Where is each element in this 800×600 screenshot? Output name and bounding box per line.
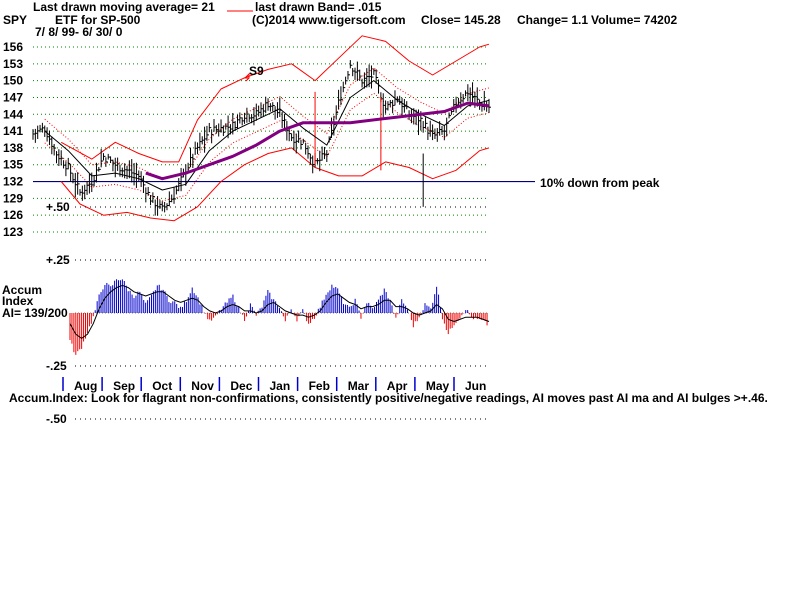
change-value: Change= 1.1 xyxy=(517,13,588,27)
price-axis-ticks: 156 153 150 147 144 141 138 135 132 129 126 123 xyxy=(3,40,23,239)
footnote: Accum.Index: Look for flagrant non-confi… xyxy=(9,391,768,405)
sell-signal-arrow-icon xyxy=(243,72,250,82)
price-tick-label: 147 xyxy=(3,90,23,104)
inner-upper-band xyxy=(44,67,490,180)
month-axis: Aug Sep Oct Nov Dec Jan Feb Mar Apr May Jun xyxy=(62,377,486,393)
ticker-symbol: SPY xyxy=(3,13,27,27)
accum-tick-label: +.50 xyxy=(46,200,70,214)
price-tick-label: 156 xyxy=(3,40,23,54)
month-label: Jun xyxy=(465,379,486,393)
accum-tick-label: +.25 xyxy=(46,253,70,267)
month-label: May xyxy=(426,379,450,393)
ma-long-line xyxy=(145,101,490,181)
accum-tick-label: -.25 xyxy=(46,359,67,373)
accum-moving-average xyxy=(69,284,490,340)
subtitle: ETF for SP-500 xyxy=(55,13,141,27)
upper-band-line xyxy=(60,35,490,163)
price-tick-label: 138 xyxy=(3,141,23,155)
month-label: Aug xyxy=(74,379,97,393)
price-tick-label: 126 xyxy=(3,208,23,222)
month-label: Dec xyxy=(230,379,252,393)
accum-label-line2: Index xyxy=(2,294,34,308)
month-label: Oct xyxy=(152,379,172,393)
volume-value: Volume= 74202 xyxy=(591,13,677,27)
accum-bars xyxy=(69,279,488,355)
month-label: Sep xyxy=(113,379,135,393)
month-label: Mar xyxy=(348,379,370,393)
month-label: Apr xyxy=(387,379,408,393)
close-value: Close= 145.28 xyxy=(421,13,501,27)
price-tick-label: 144 xyxy=(3,107,23,121)
accum-axis-ticks: +.50 +.25 -.25 -.50 xyxy=(46,200,70,426)
lower-band-line xyxy=(60,147,490,222)
price-tick-label: 141 xyxy=(3,124,23,138)
accum-label-line1: Accum xyxy=(2,283,42,297)
band-label: last drawn Band= .015 xyxy=(255,0,382,14)
bollinger-bands xyxy=(44,35,490,222)
price-tick-label: 135 xyxy=(3,158,23,172)
ma21-line xyxy=(44,80,490,191)
reference-line-label: 10% down from peak xyxy=(540,176,660,190)
moving-averages xyxy=(44,80,490,191)
price-bars xyxy=(32,60,491,216)
accum-tick-label: -.50 xyxy=(46,412,67,426)
price-tick-label: 123 xyxy=(3,225,23,239)
month-label: Jan xyxy=(270,379,291,393)
accum-ma-line xyxy=(69,284,490,340)
month-label: Feb xyxy=(309,379,330,393)
price-tick-label: 153 xyxy=(3,57,23,71)
month-label: Nov xyxy=(191,379,214,393)
sell-signal-label: S9 xyxy=(249,64,264,78)
inner-lower-band xyxy=(44,92,490,202)
price-tick-label: 129 xyxy=(3,191,23,205)
price-tick-label: 132 xyxy=(3,175,23,189)
copyright: (C)2014 www.tigersoft.com xyxy=(252,13,406,27)
date-range: 7/ 8/ 99- 6/ 30/ 0 xyxy=(35,25,123,39)
moving-average-label: Last drawn moving average= 21 xyxy=(33,0,215,14)
price-tick-label: 150 xyxy=(3,74,23,88)
accum-label-line3: AI= 139/200 xyxy=(2,306,68,320)
